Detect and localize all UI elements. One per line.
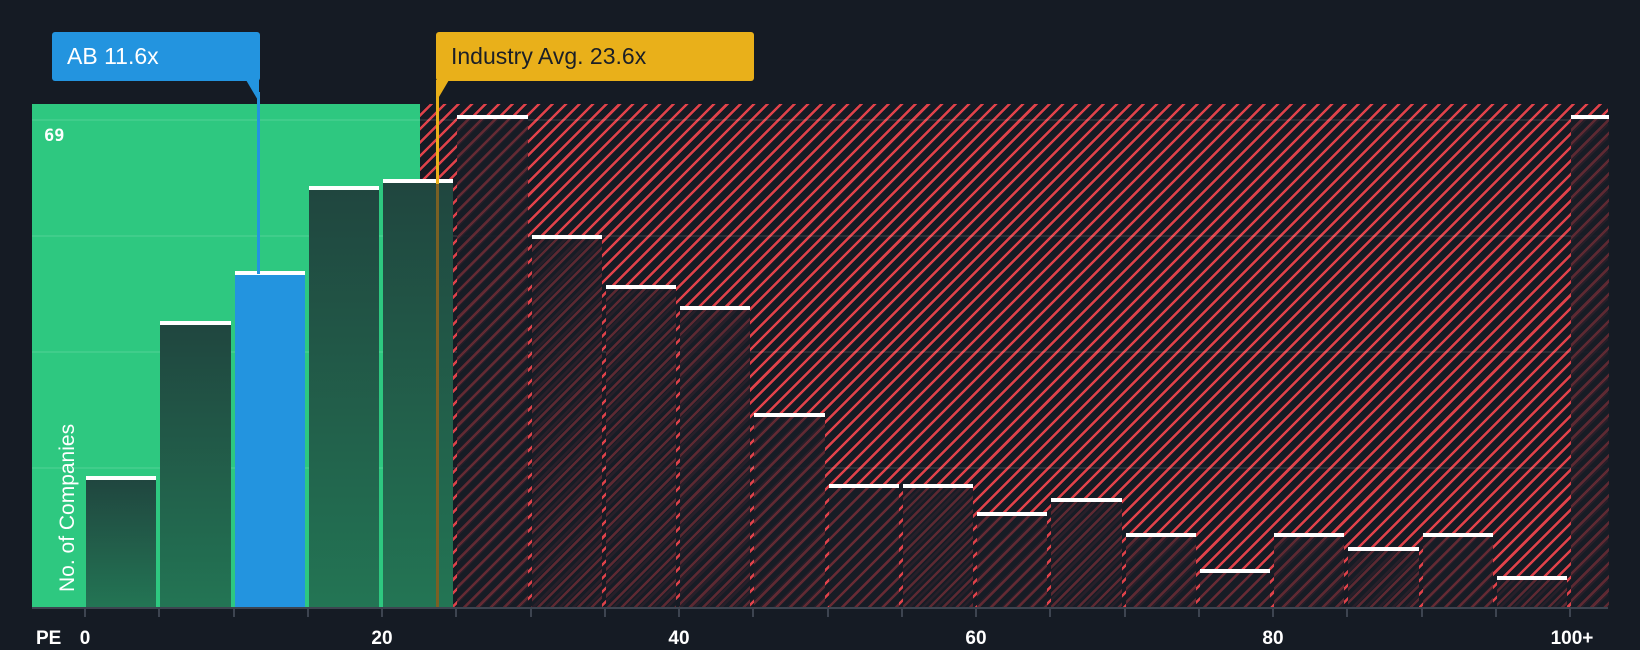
gridline <box>32 119 1608 121</box>
bar-top-marker <box>531 235 602 239</box>
histogram-bar <box>1496 576 1567 608</box>
x-tick <box>306 609 309 617</box>
bar-top-marker <box>308 186 379 190</box>
x-tick <box>232 609 235 617</box>
bar-top-marker <box>1125 533 1196 537</box>
x-tick <box>455 609 458 617</box>
company-callout-pointer <box>246 80 259 102</box>
x-tick <box>1420 609 1423 617</box>
histogram-bar <box>1051 498 1122 608</box>
histogram-bar <box>1571 115 1609 608</box>
histogram-bar <box>1422 533 1493 608</box>
x-tick <box>1272 609 1274 617</box>
industry-callout-pointer <box>436 80 449 102</box>
x-tick <box>1197 609 1200 617</box>
histogram-bar <box>86 476 157 608</box>
bar-top-marker <box>1051 498 1122 502</box>
x-tick <box>1569 609 1571 617</box>
histogram-bar <box>383 179 454 608</box>
bar-top-marker <box>1348 547 1419 551</box>
x-tick <box>900 609 903 617</box>
industry-avg-label: Industry Avg. 23.6x <box>451 43 647 69</box>
x-axis <box>32 607 1608 609</box>
histogram-bar <box>680 306 751 608</box>
x-tick <box>84 609 86 617</box>
industry-marker-line-shadow <box>436 184 439 607</box>
bar-top-marker <box>680 306 751 310</box>
x-tick <box>975 609 977 617</box>
bar-top-marker <box>1571 115 1609 119</box>
x-axis-label: PE <box>36 628 62 649</box>
bar-top-marker <box>1496 576 1567 580</box>
x-tick <box>1123 609 1126 617</box>
histogram-bar <box>754 413 825 608</box>
gridline <box>32 235 1608 237</box>
histogram-bar <box>1274 533 1345 608</box>
x-tick <box>603 609 606 617</box>
bar-top-marker <box>754 413 825 417</box>
x-tick <box>158 609 161 617</box>
histogram-bar <box>531 235 602 608</box>
x-tick-label: 80 <box>1262 628 1284 649</box>
histogram-bar <box>1348 547 1419 608</box>
x-tick-label: 60 <box>965 628 987 649</box>
y-axis-label: No. of Companies <box>56 423 79 592</box>
y-max-label: 69 <box>44 126 65 146</box>
histogram-bar <box>828 484 899 608</box>
bar-top-marker <box>86 476 157 480</box>
x-tick-label: 20 <box>371 628 393 649</box>
x-tick-label: 0 <box>79 628 91 649</box>
x-tick <box>1494 609 1497 617</box>
bar-top-marker <box>234 271 305 275</box>
bar-top-marker <box>383 179 454 183</box>
x-tick <box>826 609 829 617</box>
bar-top-marker <box>457 115 528 119</box>
x-tick <box>678 609 680 617</box>
histogram-bar <box>457 115 528 608</box>
bar-top-marker <box>160 321 231 325</box>
bar-top-marker <box>1422 533 1493 537</box>
bar-top-marker <box>977 512 1048 516</box>
x-tick <box>752 609 755 617</box>
bar-top-marker <box>902 484 973 488</box>
industry-avg-callout: Industry Avg. 23.6x <box>436 32 754 81</box>
company-pe-label: AB 11.6x <box>67 43 159 69</box>
plot-area <box>32 104 1609 608</box>
histogram-bar <box>977 512 1048 608</box>
gridline <box>32 351 1608 353</box>
histogram-bar <box>605 285 676 608</box>
bar-top-marker <box>828 484 899 488</box>
x-tick-label: 100+ <box>1550 628 1594 649</box>
bar-top-marker <box>1274 533 1345 537</box>
company-pe-callout: AB 11.6x <box>52 32 260 81</box>
histogram-bar <box>160 321 231 608</box>
x-tick <box>529 609 532 617</box>
x-tick-label: 40 <box>668 628 690 649</box>
bar-top-marker <box>605 285 676 289</box>
histogram-bar <box>1125 533 1196 608</box>
x-tick <box>381 609 383 617</box>
histogram-bar <box>234 271 305 608</box>
histogram-bar <box>1199 569 1270 608</box>
company-marker-line <box>257 92 260 274</box>
bar-top-marker <box>1199 569 1270 573</box>
x-tick <box>1049 609 1052 617</box>
histogram-bar <box>902 484 973 608</box>
histogram-bar <box>308 186 379 608</box>
x-tick <box>1346 609 1349 617</box>
